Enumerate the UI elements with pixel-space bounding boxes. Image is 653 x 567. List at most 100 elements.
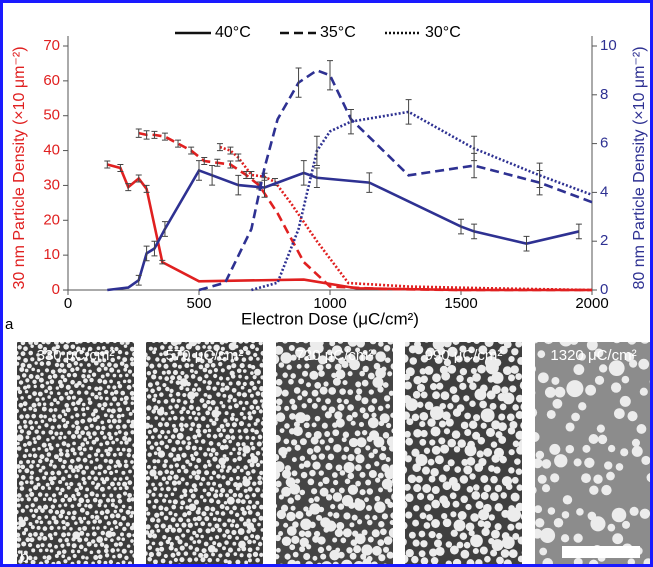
particle [372, 376, 384, 388]
particle [405, 342, 410, 347]
particle [230, 435, 236, 440]
particle [27, 441, 32, 446]
particle [229, 451, 233, 456]
particle [121, 548, 127, 554]
particle [35, 544, 40, 549]
particle [187, 557, 193, 563]
particle [383, 536, 393, 545]
particle [222, 522, 227, 527]
particle [185, 445, 191, 451]
particle [187, 522, 193, 528]
particle [104, 509, 110, 515]
particle [172, 499, 178, 505]
particle [228, 342, 237, 351]
particle [92, 431, 97, 436]
particle [499, 345, 508, 355]
particle [474, 463, 484, 472]
particle [199, 482, 203, 486]
particle [447, 403, 454, 410]
particle [61, 464, 66, 469]
particle [173, 512, 178, 517]
particle [371, 398, 378, 404]
particle [327, 511, 333, 517]
particle [30, 357, 35, 362]
particle [146, 482, 149, 487]
particle [211, 352, 216, 357]
particle [174, 345, 179, 350]
particle [57, 391, 61, 396]
particle [206, 481, 211, 486]
particle [125, 407, 131, 412]
particle [244, 342, 249, 344]
particle [26, 459, 31, 464]
particle [77, 434, 82, 439]
y-tick-label: 10 [43, 246, 60, 263]
particle [28, 532, 33, 538]
particle [204, 353, 209, 358]
particle [641, 455, 651, 465]
particle [385, 403, 391, 409]
particle [484, 555, 491, 563]
particle [424, 401, 434, 411]
particle [318, 453, 326, 460]
error-bar [175, 139, 182, 148]
particle [354, 447, 362, 455]
particle [516, 484, 522, 491]
particle [218, 553, 223, 558]
particle [244, 560, 249, 565]
particle [109, 513, 115, 519]
particle [252, 481, 257, 486]
particle [93, 476, 98, 481]
particle [332, 537, 338, 543]
particle [206, 459, 211, 464]
particle [160, 345, 165, 350]
particle [215, 557, 220, 562]
particle [77, 537, 83, 543]
particle [90, 514, 95, 519]
particle [186, 436, 191, 441]
particle [91, 481, 95, 485]
particle [36, 463, 40, 468]
particle [276, 371, 278, 377]
particle [130, 361, 134, 367]
particle [104, 440, 110, 446]
particle [121, 447, 126, 452]
particle [86, 374, 91, 379]
particle [64, 515, 69, 520]
particle [17, 375, 21, 380]
particle [601, 484, 612, 496]
particle [177, 469, 182, 474]
particle [239, 468, 244, 473]
particle [515, 411, 522, 420]
particle [121, 413, 125, 418]
particle [61, 519, 66, 525]
particle [454, 466, 461, 473]
particle [310, 436, 319, 445]
particle [106, 408, 111, 413]
particle [154, 441, 159, 446]
particle [17, 550, 22, 554]
particle [47, 486, 52, 490]
particle [367, 536, 374, 543]
particle [25, 435, 30, 440]
particle [44, 559, 50, 564]
particle [45, 482, 50, 487]
particle [90, 412, 96, 417]
particle [22, 454, 27, 459]
error-bar [536, 162, 543, 189]
particle [74, 429, 80, 435]
particle [83, 357, 88, 362]
particle [207, 557, 213, 563]
particle [61, 368, 67, 374]
particle [416, 383, 426, 392]
particle [281, 486, 292, 497]
particle [66, 485, 71, 490]
particle [172, 355, 178, 361]
particle [55, 386, 60, 390]
particle [229, 477, 234, 482]
particle [347, 342, 358, 347]
particle [573, 364, 585, 375]
particle [22, 442, 27, 447]
particle [49, 402, 54, 407]
particle [479, 546, 488, 555]
